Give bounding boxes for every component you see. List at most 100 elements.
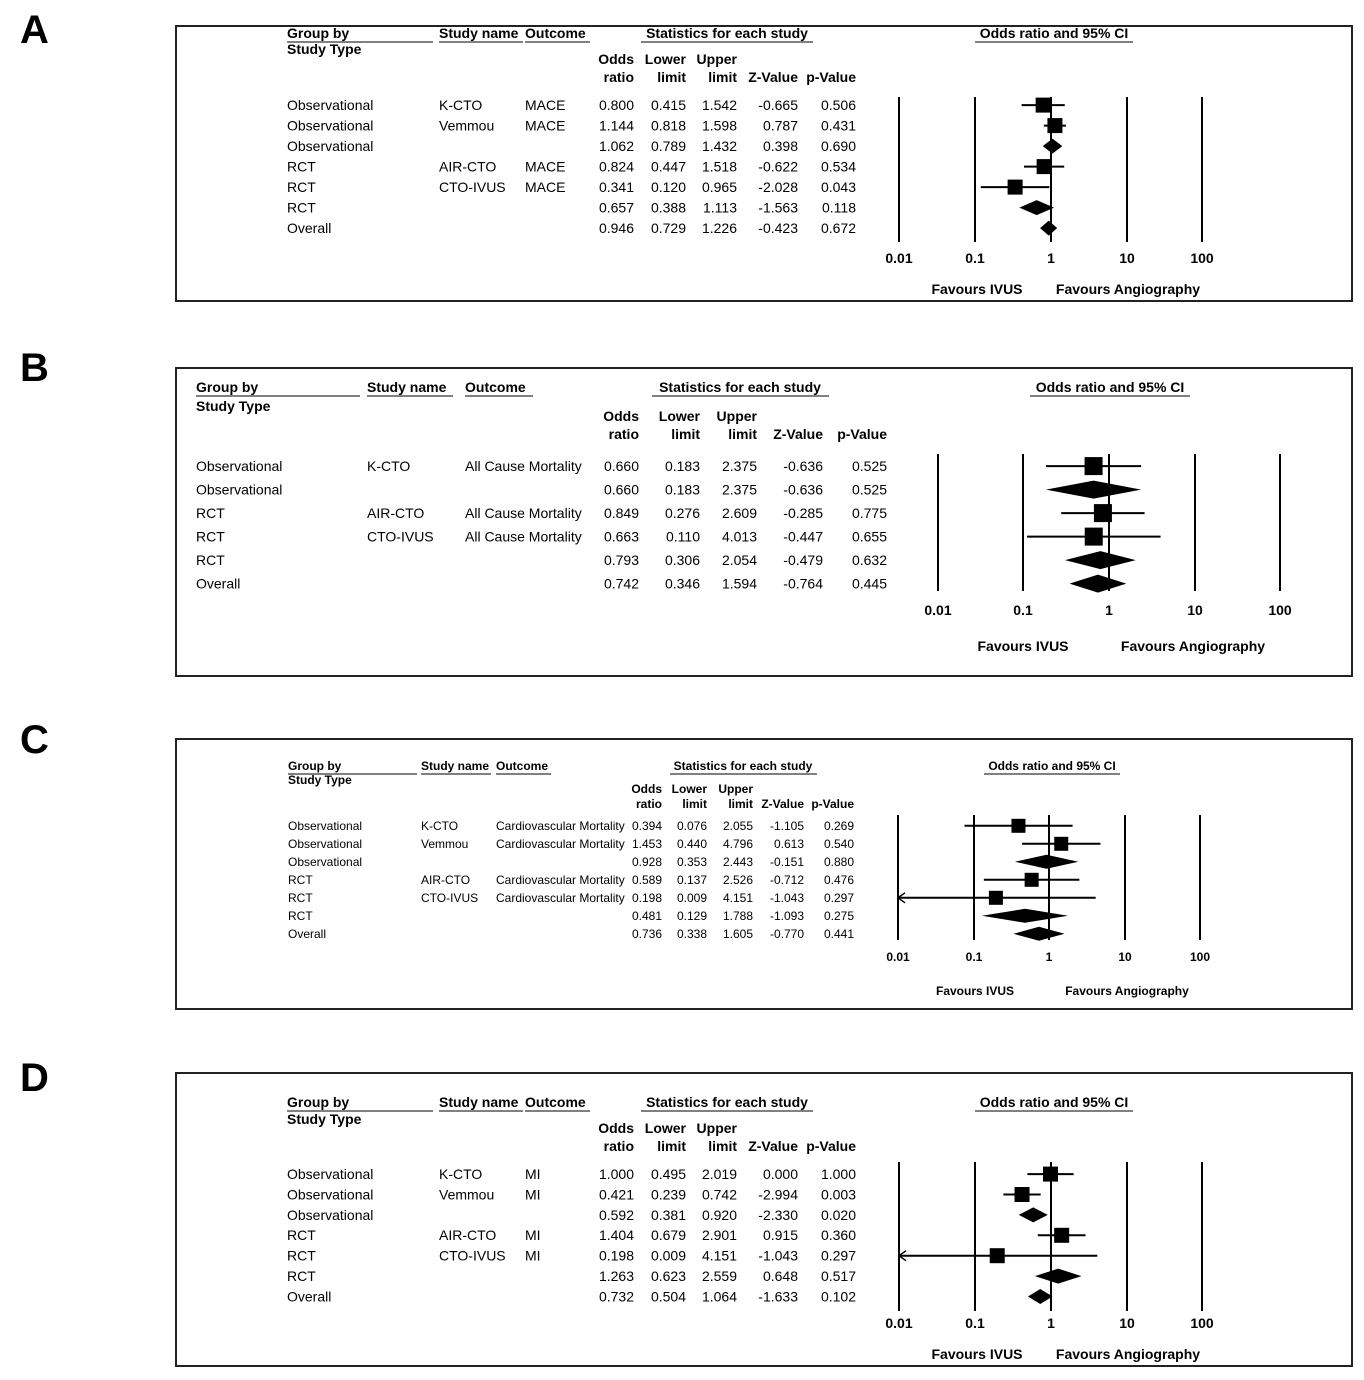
header-stats-title: Statistics for each study: [646, 1094, 808, 1110]
row-lower-limit: 0.120: [651, 179, 686, 195]
header-lower-limit: limit: [657, 1138, 686, 1154]
header-upper: Upper: [717, 408, 758, 424]
row-group: Overall: [196, 576, 240, 592]
row-upper-limit: 2.901: [702, 1227, 737, 1243]
row-group: RCT: [287, 159, 316, 175]
row-lower-limit: 0.729: [651, 220, 686, 236]
row-lower-limit: 0.388: [651, 200, 686, 216]
row-group: Observational: [288, 819, 362, 833]
row-study-name: AIR-CTO: [439, 1227, 496, 1243]
row-p-value: 0.525: [852, 458, 887, 474]
point-estimate-3: [1054, 1227, 1070, 1243]
row-upper-limit: 1.788: [723, 909, 753, 923]
point-estimate-0: [1043, 1166, 1058, 1182]
forest-svg-b: Group by Study Type Study name Outcome Stati…: [196, 379, 1292, 654]
row-group: Observational: [287, 118, 373, 134]
row-upper-limit: 0.920: [702, 1207, 737, 1223]
row-outcome: MACE: [525, 159, 565, 175]
row-p-value: 0.269: [824, 819, 854, 833]
row-upper-limit: 4.151: [723, 891, 753, 905]
row-lower-limit: 0.076: [677, 819, 707, 833]
row-odds-ratio: 0.663: [604, 529, 639, 545]
header-outcome: Outcome: [525, 27, 586, 41]
row-lower-limit: 0.338: [677, 927, 707, 941]
row-outcome: MI: [525, 1227, 541, 1243]
row-z-value: -0.622: [758, 159, 798, 175]
row-z-value: -0.764: [783, 576, 823, 592]
row-outcome: MI: [525, 1248, 541, 1264]
row-p-value: 0.540: [824, 837, 854, 851]
row-p-value: 0.275: [824, 909, 854, 923]
tick-label: 100: [1190, 250, 1214, 266]
row-study-name: Vemmou: [439, 1186, 494, 1202]
row-p-value: 0.880: [824, 855, 854, 869]
row-group: RCT: [287, 179, 316, 195]
row-outcome: MACE: [525, 179, 565, 195]
row-z-value: 0.915: [763, 1227, 798, 1243]
forest-panel-d: Group by Study Type Study name Outcome Stati…: [175, 1072, 1353, 1367]
row-odds-ratio: 0.660: [604, 458, 639, 474]
tick-label: 0.01: [924, 602, 951, 618]
header-p-value: p-Value: [806, 1138, 856, 1154]
header-stats-title: Statistics for each study: [659, 379, 821, 395]
row-upper-limit: 4.013: [722, 529, 757, 545]
row-odds-ratio: 0.849: [604, 505, 639, 521]
favours-ivus-label: Favours IVUS: [931, 281, 1022, 297]
row-group: RCT: [196, 552, 225, 568]
summary-diamond-2: [1014, 854, 1079, 869]
row-lower-limit: 0.183: [665, 482, 700, 498]
row-group: Observational: [196, 458, 282, 474]
row-odds-ratio: 0.742: [604, 576, 639, 592]
row-outcome: MACE: [525, 97, 565, 113]
header-ratio: ratio: [636, 797, 662, 811]
header-ratio: ratio: [604, 69, 634, 85]
header-odds: Odds: [631, 782, 662, 796]
header-study-name: Study name: [439, 1094, 519, 1110]
header-group-by: Group by: [287, 1094, 349, 1110]
favours-ivus-label: Favours IVUS: [977, 638, 1068, 654]
row-odds-ratio: 0.394: [632, 819, 662, 833]
row-lower-limit: 0.110: [666, 529, 700, 545]
tick-label: 100: [1190, 950, 1210, 964]
row-study-name: Vemmou: [439, 118, 494, 134]
row-upper-limit: 0.742: [702, 1186, 737, 1202]
row-upper-limit: 1.113: [703, 200, 737, 216]
row-upper-limit: 1.542: [702, 97, 737, 113]
point-estimate-2: [1093, 504, 1112, 523]
row-odds-ratio: 0.481: [632, 909, 662, 923]
summary-diamond-6: [1013, 926, 1065, 941]
row-upper-limit: 1.064: [702, 1288, 737, 1304]
row-z-value: 0.613: [774, 837, 804, 851]
row-lower-limit: 0.353: [677, 855, 707, 869]
row-p-value: 0.043: [821, 179, 856, 195]
row-z-value: -2.028: [758, 179, 798, 195]
row-odds-ratio: 0.592: [599, 1207, 634, 1223]
row-lower-limit: 0.504: [651, 1288, 686, 1304]
header-stats-title: Statistics for each study: [646, 27, 808, 41]
row-z-value: 0.398: [763, 138, 798, 154]
tick-label: 10: [1119, 250, 1135, 266]
row-lower-limit: 0.495: [651, 1166, 686, 1182]
point-estimate-4: [988, 890, 1003, 905]
row-outcome: All Cause Mortality: [465, 505, 582, 521]
row-group: RCT: [196, 505, 225, 521]
row-lower-limit: 0.440: [677, 837, 707, 851]
row-odds-ratio: 0.589: [632, 873, 662, 887]
header-z-value: Z-Value: [748, 1138, 798, 1154]
row-p-value: 0.431: [821, 118, 856, 134]
row-lower-limit: 0.789: [651, 138, 686, 154]
tick-label: 100: [1268, 602, 1292, 618]
row-upper-limit: 2.559: [702, 1268, 737, 1284]
header-p-value: p-Value: [837, 426, 887, 442]
point-estimate-1: [1014, 1187, 1030, 1202]
row-upper-limit: 2.609: [722, 505, 757, 521]
row-z-value: -2.994: [758, 1186, 798, 1202]
row-z-value: -1.043: [770, 891, 804, 905]
header-study-type: Study Type: [287, 41, 362, 57]
row-study-name: K-CTO: [439, 97, 482, 113]
summary-diamond-2: [1042, 138, 1063, 154]
header-lower: Lower: [645, 1120, 687, 1136]
row-odds-ratio: 0.928: [632, 855, 662, 869]
